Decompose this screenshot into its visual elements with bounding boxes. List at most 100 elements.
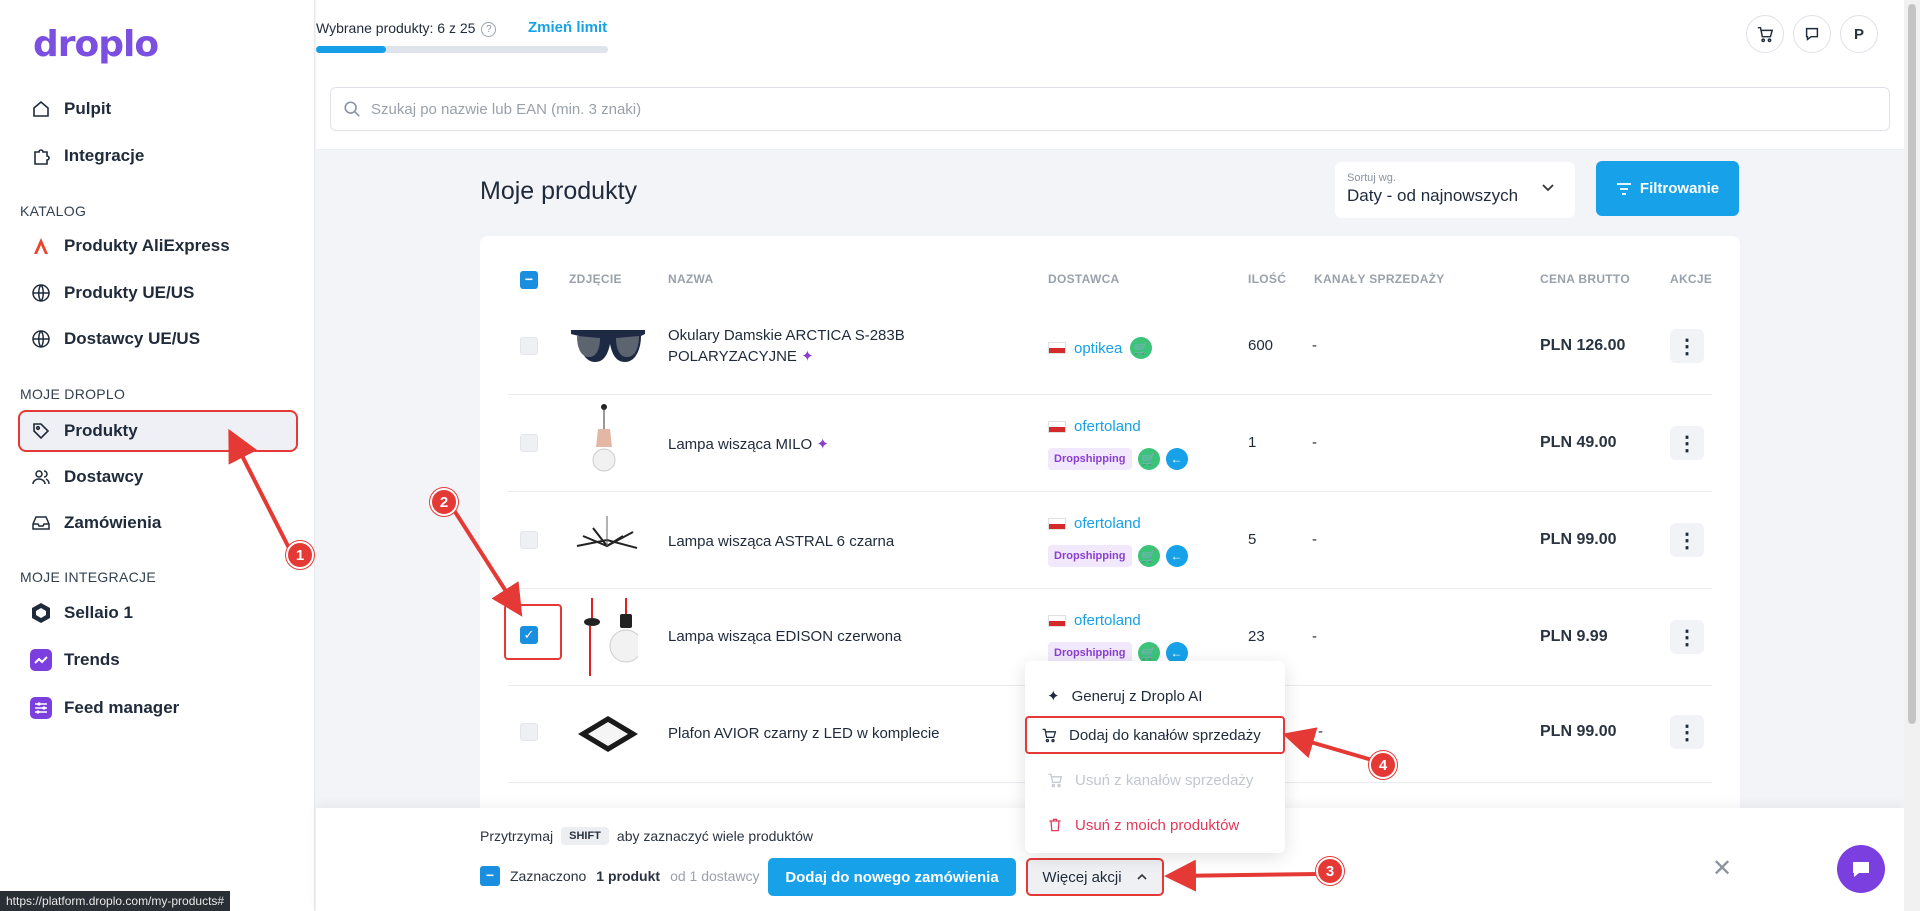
sidebar-item-dostawcy-ue-us[interactable]: Dostawcy UE/US bbox=[20, 320, 296, 358]
product-name[interactable]: Lampa wisząca ASTRAL 6 czarna bbox=[668, 533, 895, 550]
help-icon[interactable]: ? bbox=[481, 21, 497, 37]
supplier-link[interactable]: ofertoland bbox=[1074, 418, 1141, 435]
bulk-action-bar: Przytrzymaj SHIFT aby zaznaczyć wiele pr… bbox=[316, 808, 1904, 911]
select-all-checkbox[interactable]: − bbox=[520, 271, 538, 289]
product-name-text: Okulary Damskie ARCTICA S-283B POLARYZAC… bbox=[668, 327, 905, 365]
more-actions-button[interactable]: Więcej akcji bbox=[1026, 858, 1164, 896]
table-row[interactable]: Lampa wisząca ASTRAL 6 czarna ofertoland… bbox=[508, 493, 1712, 589]
search-input[interactable] bbox=[371, 100, 1763, 118]
chevron-down-icon bbox=[1541, 180, 1555, 199]
chat-launcher-button[interactable] bbox=[1837, 845, 1885, 893]
supplier-tags: Dropshipping 🛒 ← bbox=[1048, 642, 1188, 664]
chat-bubble-icon bbox=[1805, 27, 1819, 41]
sidebar-item-produkty-aliexpress[interactable]: Produkty AliExpress bbox=[20, 227, 296, 265]
row-actions-button[interactable]: ⋮ bbox=[1670, 523, 1704, 557]
kebab-menu-icon: ⋮ bbox=[1677, 335, 1697, 358]
sales-channels: - bbox=[1312, 434, 1317, 451]
tag-icon bbox=[30, 420, 52, 442]
sidebar-item-label: Produkty bbox=[64, 421, 138, 440]
kebab-menu-icon: ⋮ bbox=[1677, 626, 1697, 649]
column-header-quantity: ILOŚĆ bbox=[1248, 272, 1287, 286]
sales-channels: - bbox=[1318, 723, 1323, 740]
supplier-link[interactable]: ofertoland bbox=[1074, 612, 1141, 629]
selection-limit: Wybrane produkty: 6 z 25? Zmień limit bbox=[316, 0, 616, 70]
sidebar-item-pulpit[interactable]: Pulpit bbox=[20, 90, 296, 128]
menu-item-label: Generuj z Droplo AI bbox=[1071, 687, 1203, 705]
limit-progress-fill bbox=[316, 46, 387, 53]
close-icon[interactable]: ✕ bbox=[1712, 855, 1733, 882]
row-checkbox[interactable] bbox=[520, 434, 538, 452]
supplier-link[interactable]: optikea bbox=[1074, 339, 1123, 357]
filter-label: Filtrowanie bbox=[1639, 180, 1720, 197]
row-checkbox[interactable] bbox=[520, 723, 538, 741]
more-actions-label: Więcej akcji bbox=[1042, 868, 1122, 886]
sales-channels: - bbox=[1312, 531, 1317, 548]
sidebar-item-integracje[interactable]: Integracje bbox=[20, 137, 296, 175]
menu-item-remove-from-my-products[interactable]: Usuń z moich produktów bbox=[1039, 806, 1271, 844]
sort-select[interactable]: Sortuj wg. Daty - od najnowszych bbox=[1335, 162, 1575, 218]
avatar[interactable]: P bbox=[1840, 15, 1878, 53]
selection-count-value: 1 produkt bbox=[596, 868, 661, 884]
droplo-logo[interactable]: droplo bbox=[33, 24, 159, 65]
row-checkbox[interactable] bbox=[520, 337, 538, 355]
product-name[interactable]: Lampa wisząca MILO ✦ bbox=[668, 434, 948, 455]
product-name[interactable]: Plafon AVIOR czarny z LED w komplecie bbox=[668, 725, 940, 742]
sidebar-item-sellaio[interactable]: Sellaio 1 bbox=[20, 594, 296, 632]
menu-item-add-to-sales-channels[interactable]: Dodaj do kanałów sprzedaży bbox=[1025, 716, 1285, 754]
deselect-checkbox[interactable]: − bbox=[480, 866, 500, 886]
sidebar-item-label: Produkty AliExpress bbox=[64, 236, 230, 255]
product-name[interactable]: Okulary Damskie ARCTICA S-283B POLARYZAC… bbox=[668, 325, 948, 367]
sidebar-item-produkty-ue-us[interactable]: Produkty UE/US bbox=[20, 274, 296, 312]
sidebar-item-trends[interactable]: Trends bbox=[20, 641, 296, 679]
sidebar-item-feed-manager[interactable]: Feed manager bbox=[20, 689, 296, 727]
supplier-tags: Dropshipping 🛒 ← bbox=[1048, 448, 1188, 470]
product-name[interactable]: Lampa wisząca EDISON czerwona bbox=[668, 628, 902, 645]
sort-value: Daty - od najnowszych bbox=[1347, 186, 1519, 205]
row-checkbox[interactable] bbox=[520, 531, 538, 549]
product-image-lamp-astral bbox=[568, 501, 648, 581]
sidebar-item-zamowienia[interactable]: Zamówienia bbox=[20, 504, 296, 542]
filter-button[interactable]: Filtrowanie bbox=[1596, 161, 1739, 216]
sales-channels: - bbox=[1312, 337, 1317, 354]
row-actions-button[interactable]: ⋮ bbox=[1670, 426, 1704, 460]
quantity: 23 bbox=[1248, 628, 1265, 645]
row-actions-button[interactable]: ⋮ bbox=[1670, 329, 1704, 363]
sidebar-item-label: Sellaio 1 bbox=[64, 603, 133, 622]
product-image-lamp-edison bbox=[568, 598, 648, 678]
row-actions-button[interactable]: ⋮ bbox=[1670, 715, 1704, 749]
trash-icon bbox=[1049, 818, 1061, 832]
cart-button[interactable] bbox=[1746, 15, 1784, 53]
sidebar-item-label: Dostawcy UE/US bbox=[64, 329, 201, 348]
menu-item-generate-ai[interactable]: ✦ Generuj z Droplo AI bbox=[1039, 677, 1271, 715]
sort-label: Sortuj wg. bbox=[1347, 172, 1396, 184]
sidebar-item-label: Zamówienia bbox=[64, 513, 162, 532]
arrow-left-icon: ← bbox=[1165, 448, 1188, 470]
sidebar-item-dostawcy[interactable]: Dostawcy bbox=[20, 458, 296, 496]
inbox-icon bbox=[30, 512, 52, 534]
table-row[interactable]: Okulary Damskie ARCTICA S-283B POLARYZAC… bbox=[508, 299, 1712, 395]
poland-flag-icon bbox=[1048, 614, 1066, 627]
scrollbar-thumb[interactable] bbox=[1908, 4, 1916, 724]
section-heading-moje-integracje: MOJE INTEGRACJE bbox=[20, 569, 156, 585]
row-checkbox-checked[interactable]: ✓ bbox=[520, 626, 538, 644]
row-actions-button[interactable]: ⋮ bbox=[1670, 620, 1704, 654]
annotation-highlight-box bbox=[504, 604, 562, 660]
support-button[interactable] bbox=[1793, 15, 1831, 53]
quantity: 1 bbox=[1248, 434, 1257, 451]
table-row[interactable]: ✓ Lampa wisząca EDISON czerwona ofertola… bbox=[504, 590, 1712, 686]
arrow-left-icon: ← bbox=[1165, 545, 1188, 567]
change-limit-link[interactable]: Zmień limit bbox=[528, 19, 608, 36]
kebab-menu-icon: ⋮ bbox=[1677, 721, 1697, 744]
sidebar-item-label: Dostawcy bbox=[64, 467, 144, 486]
menu-item-remove-from-sales-channels[interactable]: Usuń z kanałów sprzedaży bbox=[1039, 761, 1271, 799]
cart-icon: 🛒 bbox=[1137, 448, 1160, 470]
table-row[interactable]: Lampa wisząca MILO ✦ ofertoland Dropship… bbox=[508, 396, 1712, 492]
add-to-new-order-button[interactable]: Dodaj do nowego zamówienia bbox=[768, 858, 1016, 896]
price: PLN 99.00 bbox=[1540, 723, 1617, 740]
aliexpress-icon bbox=[30, 235, 52, 257]
supplier-cell: ofertoland bbox=[1048, 515, 1141, 532]
page-scrollbar[interactable] bbox=[1904, 0, 1920, 911]
limit-progress-bar bbox=[316, 46, 608, 53]
sidebar-item-label: Feed manager bbox=[64, 698, 180, 717]
supplier-link[interactable]: ofertoland bbox=[1074, 515, 1141, 532]
